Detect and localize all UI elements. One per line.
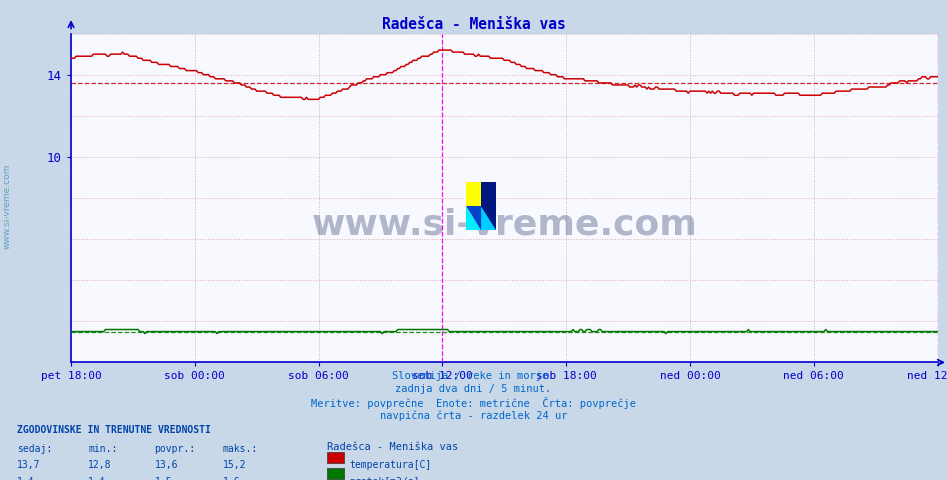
Text: min.:: min.: [88,444,117,454]
Text: 1,4: 1,4 [17,477,35,480]
Polygon shape [466,206,481,230]
Text: povpr.:: povpr.: [154,444,195,454]
Text: temperatura[C]: temperatura[C] [349,460,432,470]
Text: 15,2: 15,2 [223,460,246,470]
Text: www.si-vreme.com: www.si-vreme.com [3,164,12,249]
Text: pretok[m3/s]: pretok[m3/s] [349,477,420,480]
Text: Slovenija / reke in morje.: Slovenija / reke in morje. [392,371,555,381]
Text: 12,8: 12,8 [88,460,112,470]
Text: ZGODOVINSKE IN TRENUTNE VREDNOSTI: ZGODOVINSKE IN TRENUTNE VREDNOSTI [17,425,211,435]
Polygon shape [466,206,481,230]
Bar [466,182,481,206]
Text: www.si-vreme.com: www.si-vreme.com [312,207,697,241]
Text: 13,7: 13,7 [17,460,41,470]
Polygon shape [481,206,496,230]
Text: 13,6: 13,6 [154,460,178,470]
Text: 1,5: 1,5 [154,477,172,480]
Text: navpična črta - razdelek 24 ur: navpična črta - razdelek 24 ur [380,411,567,421]
Text: sedaj:: sedaj: [17,444,52,454]
Text: Radešca - Meniška vas: Radešca - Meniška vas [382,17,565,32]
Text: Meritve: povprečne  Enote: metrične  Črta: povprečje: Meritve: povprečne Enote: metrične Črta:… [311,397,636,409]
Text: maks.:: maks.: [223,444,258,454]
Text: Radešca - Meniška vas: Radešca - Meniška vas [327,442,458,452]
Text: 1,6: 1,6 [223,477,241,480]
Bar [481,182,496,230]
Text: 1,4: 1,4 [88,477,106,480]
Text: zadnja dva dni / 5 minut.: zadnja dva dni / 5 minut. [396,384,551,394]
